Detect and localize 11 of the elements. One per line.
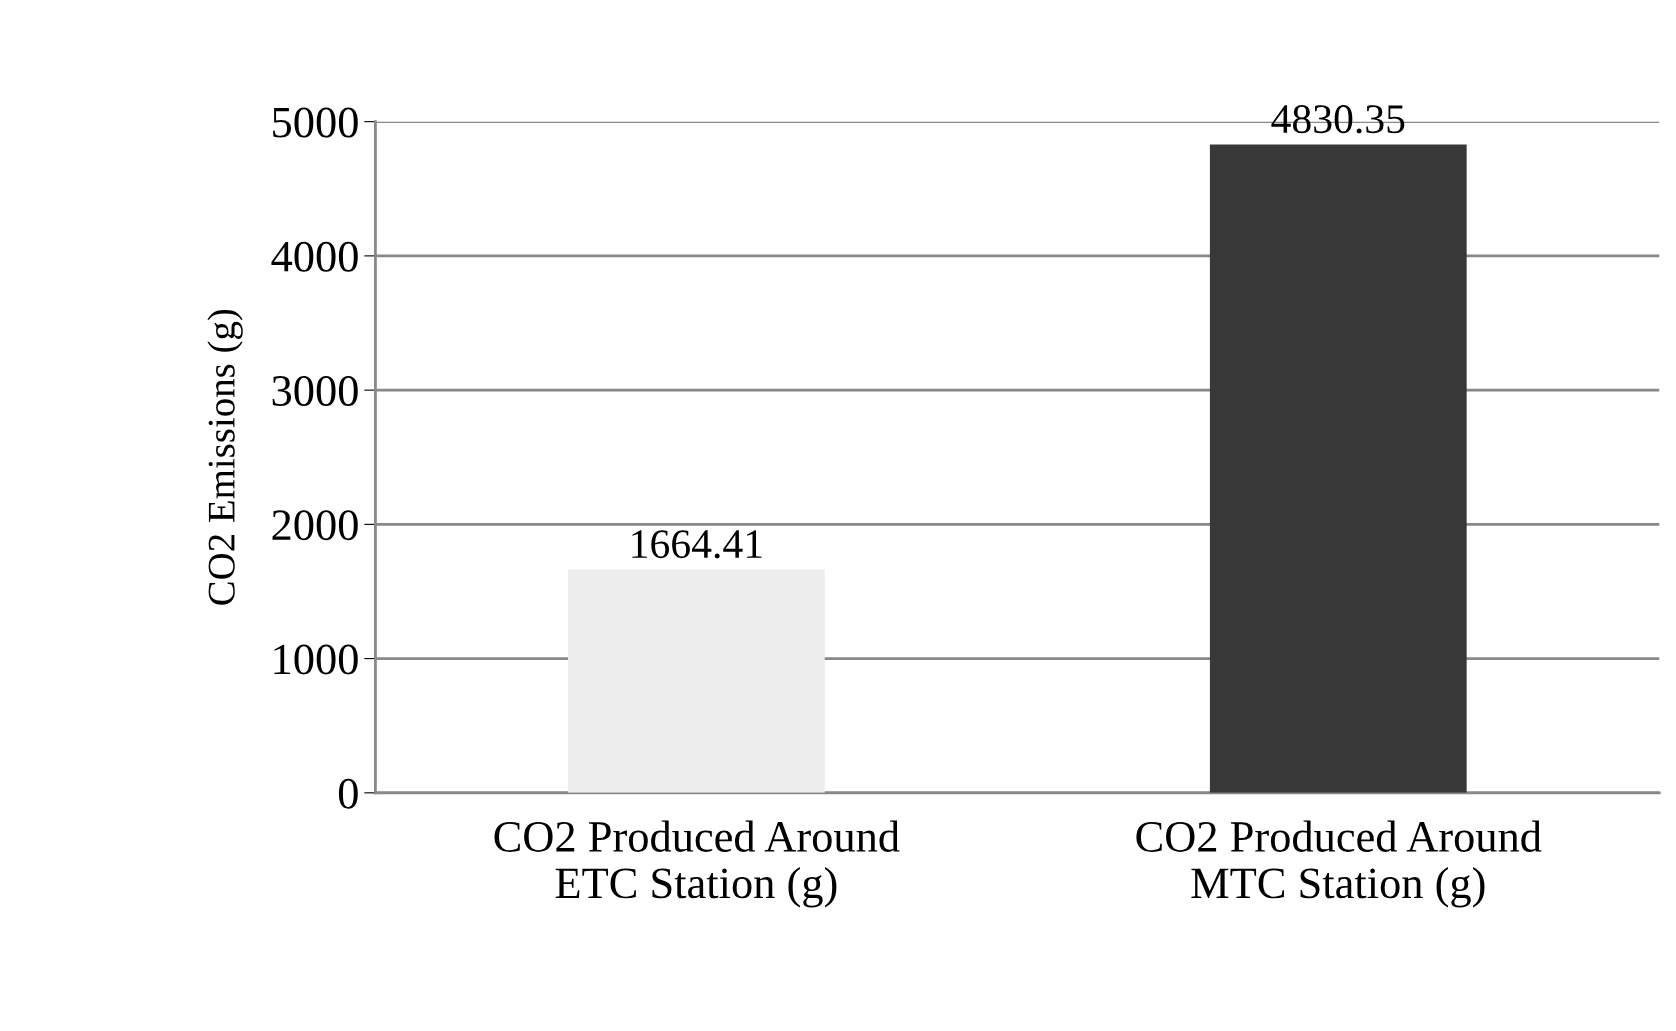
x-tick-label: CO2 Produced Around MTC Station (g) xyxy=(1136,820,1542,908)
data-label: 1664.41 xyxy=(632,530,762,559)
y-tick-label: 1000 xyxy=(274,644,358,675)
y-tick-label: 5000 xyxy=(273,107,358,138)
data-label: 4830.35 xyxy=(1271,105,1405,134)
y-tick-label: 3000 xyxy=(272,375,358,406)
y-tick-label: 2000 xyxy=(272,510,358,541)
y-tick-label: 0 xyxy=(338,778,358,809)
y-tick-label: 4000 xyxy=(271,241,358,272)
y-axis-title: CO2 Emissions (g) xyxy=(207,309,243,605)
x-tick-label: CO2 Produced Around ETC Station (g) xyxy=(494,820,900,908)
